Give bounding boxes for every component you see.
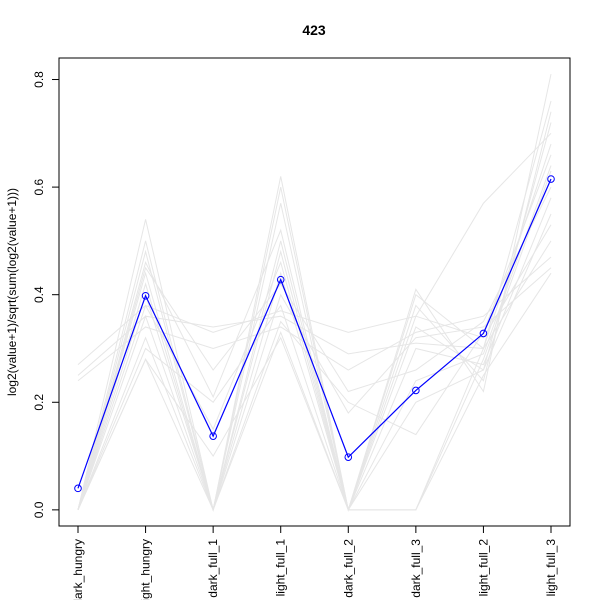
background-series-line-1 — [77, 74, 552, 511]
highlight-point-3 — [209, 432, 217, 440]
background-series-line-7 — [77, 224, 552, 365]
background-series-line-13 — [77, 197, 552, 512]
highlight-point-8 — [547, 175, 555, 183]
x-tick-label-7: light_full_2 — [476, 539, 490, 597]
x-tick-label-5: dark_full_2 — [341, 539, 355, 598]
highlight-series-line — [77, 178, 552, 489]
y-tick-label-2: 0.2 — [32, 394, 46, 411]
highlight-point-4 — [276, 275, 285, 284]
x-tick-label-2: light_hungry — [139, 539, 153, 600]
y-tick-label-3: 0.4 — [32, 286, 46, 303]
background-series-line-3 — [77, 111, 552, 512]
plot-area: 0.0 0.2 0.4 0.6 0.8 dark_hungry light_hungry da… — [32, 57, 571, 600]
y-tick-label-4: 0.6 — [32, 178, 46, 195]
highlight-point-7 — [479, 329, 488, 338]
chart-title: 423 — [302, 22, 326, 38]
plot-frame — [58, 57, 571, 527]
background-series-line-10 — [77, 267, 552, 512]
x-tick-label-6: dark_full_3 — [409, 539, 423, 598]
y-axis-label: log2(value+1)/sqrt(sum(log2(value+1))) — [5, 188, 19, 396]
background-series-line-11 — [77, 170, 552, 511]
background-series-line-15 — [77, 186, 552, 510]
x-tick-label-4: light_full_1 — [274, 539, 288, 597]
background-series-line-17 — [77, 272, 552, 511]
x-tick-label-8: light_full_3 — [544, 539, 558, 597]
background-series-line-16 — [77, 165, 552, 512]
x-tick-label-3: dark_full_1 — [206, 539, 220, 598]
highlight-point-1 — [74, 484, 82, 493]
background-series-line-12 — [77, 154, 552, 512]
highlight-point-5 — [344, 453, 353, 461]
background-series-line-5 — [77, 122, 552, 512]
highlight-point-6 — [412, 386, 420, 395]
y-tick-label-1: 0.0 — [32, 501, 46, 518]
highlight-point-2 — [141, 291, 150, 300]
background-series-line-14 — [77, 213, 552, 512]
x-tick-label-1: dark_hungry — [71, 539, 85, 600]
y-tick-label-5: 0.8 — [32, 71, 46, 88]
